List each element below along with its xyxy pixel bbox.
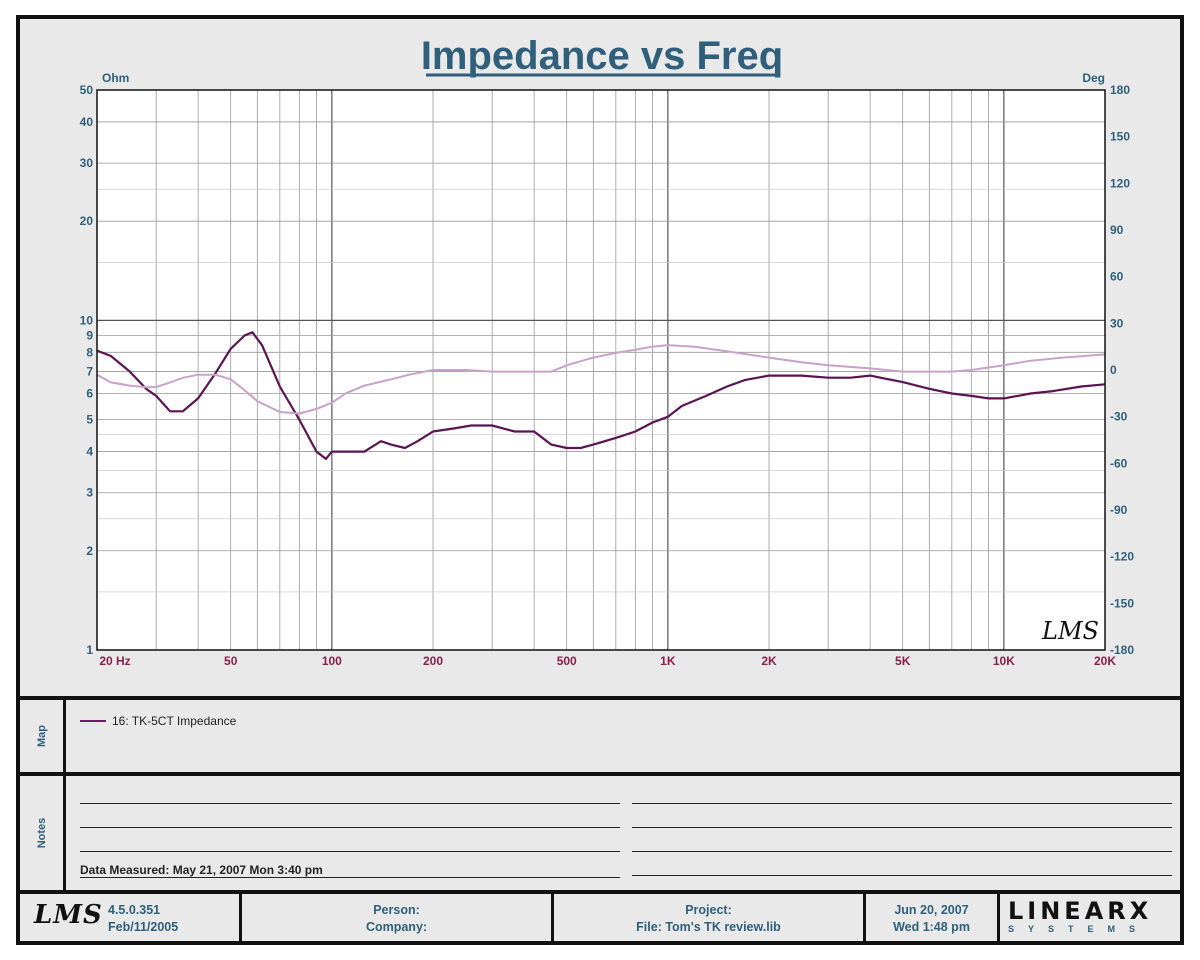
linearx-logo: LINEARX <box>1008 897 1152 925</box>
version-text: 4.5.0.351 <box>108 903 161 917</box>
phase-line <box>96 344 1106 415</box>
notes-label: Notes <box>35 817 48 849</box>
impedance-chart: Impedance vs Freq 20 Hz 50 100 200 500 1K 2K 5K… <box>80 34 1135 668</box>
project-label: Project: <box>685 903 732 917</box>
x-tick-label: 100 <box>322 654 342 668</box>
map-tab: Map <box>20 700 66 772</box>
y-left-tick-label: 20 <box>80 214 94 228</box>
y-right-tick-label: -120 <box>1110 550 1134 564</box>
date-text: Jun 20, 2007 <box>894 903 969 917</box>
linearx-logo-text: LINEAR <box>1008 897 1130 925</box>
y-left-tick-label: 40 <box>80 115 94 129</box>
y-left-tick-label: 2 <box>86 544 93 558</box>
note-line <box>632 827 1172 828</box>
y-right-tick-label: -60 <box>1110 456 1128 470</box>
footer-version-cell: LMS 4.5.0.351 Feb/11/2005 <box>20 894 242 941</box>
legend-item: 16: TK-5CT Impedance <box>80 714 236 728</box>
lms-logo: LMS <box>34 900 103 930</box>
x-tick-label: 2K <box>761 654 777 668</box>
y-right-tick-label: 120 <box>1110 176 1130 190</box>
x-tick-label: 500 <box>557 654 577 668</box>
note-line <box>80 803 620 804</box>
y-left-tick-label: 50 <box>80 83 94 97</box>
chart-series <box>96 331 1106 460</box>
notes-panel: Notes Data Measured: May 21, 2007 Mon 3:… <box>20 776 1180 894</box>
notes-tab: Notes <box>20 776 66 890</box>
x-tick-label: 200 <box>423 654 443 668</box>
y-right-tick-label: 30 <box>1110 316 1124 330</box>
report-frame: Impedance vs Freq 20 Hz 50 100 200 500 1K 2K 5K… <box>16 15 1184 945</box>
plot-area-border <box>96 89 1106 651</box>
impedance-line <box>96 331 1106 460</box>
y-right-tick-label: -150 <box>1110 596 1134 610</box>
y-left-tick-label: 1 <box>86 643 93 657</box>
y-right-tick-label: -30 <box>1110 410 1128 424</box>
map-panel: Map 16: TK-5CT Impedance <box>20 700 1180 776</box>
footer-person-cell: Person: Company: <box>242 894 554 941</box>
y-left-tick-label: 9 <box>86 328 93 342</box>
y-left-tick-label: 4 <box>86 445 93 459</box>
chart-title: Impedance vs Freq <box>421 34 783 78</box>
y-left-tick-label: 8 <box>86 345 93 359</box>
note-line <box>80 827 620 828</box>
note-line <box>80 877 620 878</box>
y-left-tick-label: 5 <box>86 413 93 427</box>
legend-label: 16: TK-5CT Impedance <box>112 714 237 728</box>
left-axis-unit: Ohm <box>102 71 129 85</box>
person-label: Person: <box>373 903 420 917</box>
x-tick-label: 20K <box>1094 654 1116 668</box>
x-tick-label: 20 Hz <box>99 654 130 668</box>
data-measured-text: Data Measured: May 21, 2007 Mon 3:40 pm <box>80 863 323 877</box>
x-tick-label: 1K <box>660 654 676 668</box>
map-label: Map <box>35 725 48 747</box>
chart-panel: Impedance vs Freq 20 Hz 50 100 200 500 1K 2K 5K… <box>20 19 1180 700</box>
note-line <box>632 875 1172 876</box>
y-right-tick-label: -180 <box>1110 643 1134 657</box>
build-date-text: Feb/11/2005 <box>108 920 179 934</box>
right-axis-unit: Deg <box>1082 71 1105 85</box>
y-right-tick-label: 60 <box>1110 270 1124 284</box>
note-line <box>632 803 1172 804</box>
linearx-systems-text: SYSTEMS <box>1008 924 1150 934</box>
y-left-tick-label: 3 <box>86 486 93 500</box>
y-right-tick-label: -90 <box>1110 503 1128 517</box>
y-left-tick-label: 10 <box>80 313 94 327</box>
footer-date-cell: Jun 20, 2007 Wed 1:48 pm <box>866 894 1000 941</box>
footer-brand-cell: LINEARX SYSTEMS <box>1000 894 1180 941</box>
file-label: File: Tom's TK review.lib <box>636 920 781 934</box>
y-left-tick-label: 30 <box>80 156 94 170</box>
x-tick-label: 10K <box>993 654 1015 668</box>
legend-swatch <box>80 720 106 722</box>
y-left-tick-label: 7 <box>86 364 93 378</box>
linearx-logo-x: X <box>1129 897 1153 925</box>
chart-tick-labels: 20 Hz 50 100 200 500 1K 2K 5K 10K 20K504030201098… <box>80 83 1135 668</box>
y-right-tick-label: 180 <box>1110 83 1130 97</box>
plot-background <box>97 90 1105 650</box>
x-tick-label: 50 <box>224 654 238 668</box>
footer: LMS 4.5.0.351 Feb/11/2005 Person: Compan… <box>20 894 1180 941</box>
x-tick-label: 5K <box>895 654 911 668</box>
time-text: Wed 1:48 pm <box>893 920 970 934</box>
footer-project-cell: Project: File: Tom's TK review.lib <box>554 894 866 941</box>
company-label: Company: <box>365 920 428 934</box>
note-line <box>80 851 620 852</box>
lms-watermark: LMS <box>1041 617 1099 645</box>
y-right-tick-label: 150 <box>1110 130 1130 144</box>
y-right-tick-label: 90 <box>1110 223 1124 237</box>
chart-grid <box>97 90 1105 650</box>
y-left-tick-label: 6 <box>86 387 93 401</box>
y-right-tick-label: 0 <box>1110 363 1117 377</box>
note-line <box>632 851 1172 852</box>
